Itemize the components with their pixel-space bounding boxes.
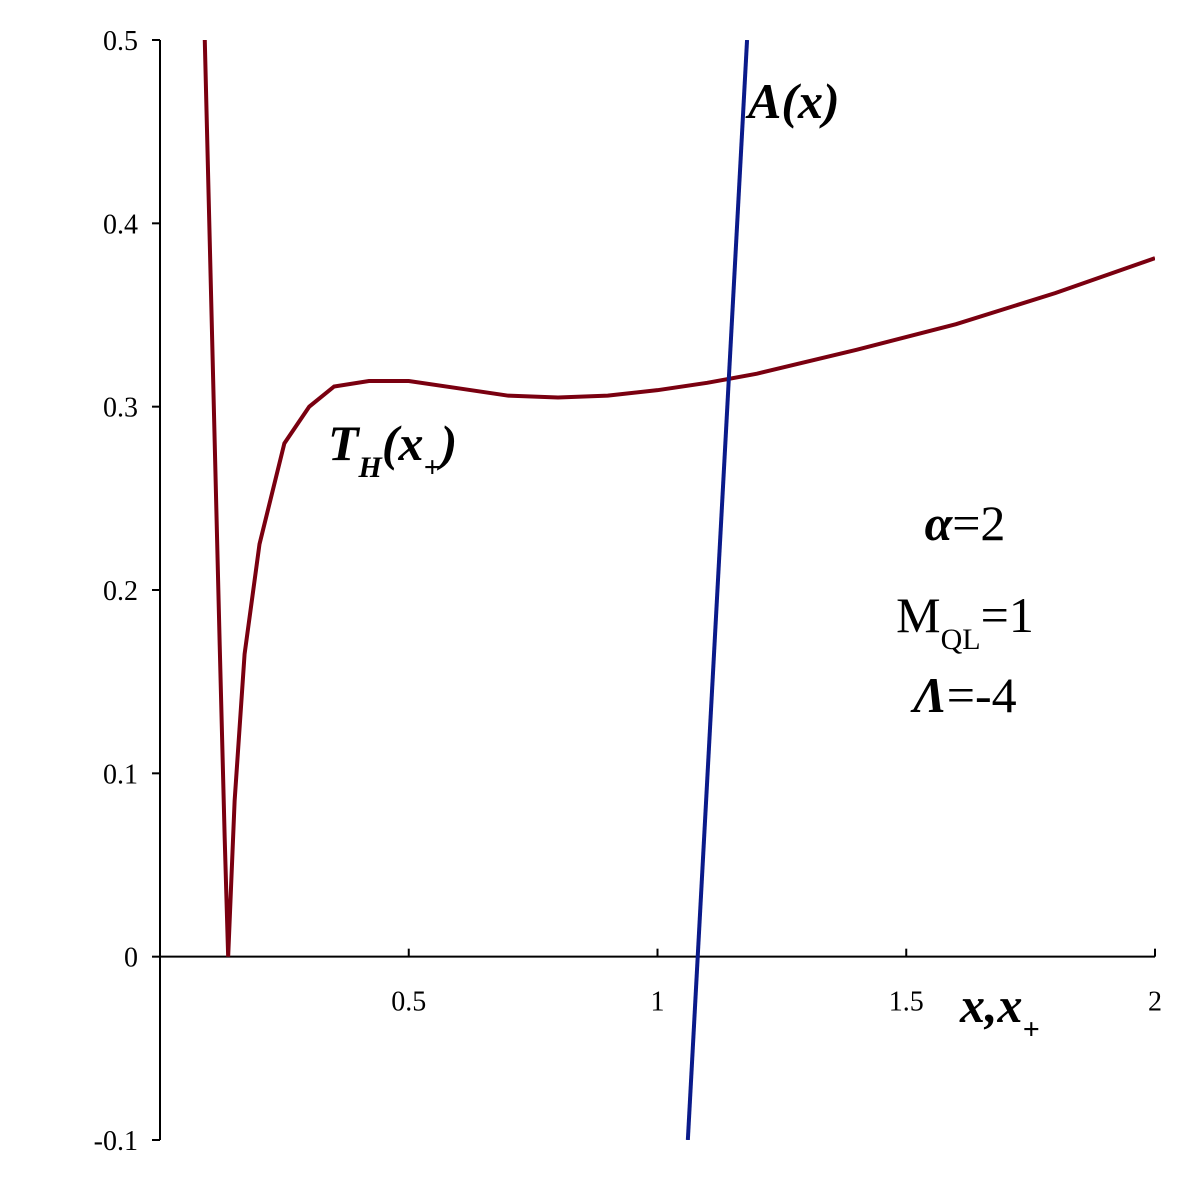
label-part: Λ xyxy=(910,667,946,723)
x-tick-label: 1.5 xyxy=(889,987,924,1018)
annotation: MQL=1 xyxy=(896,587,1034,656)
y-tick-label: 0 xyxy=(124,943,138,974)
y-tick-label: -0.1 xyxy=(94,1126,138,1157)
label-part: =-4 xyxy=(947,667,1017,723)
label-part: + xyxy=(424,451,441,484)
y-tick-label: 0.2 xyxy=(103,576,138,607)
x-axis-label: x,x+ xyxy=(959,977,1040,1046)
label-part: H xyxy=(358,451,384,484)
label-part: (x xyxy=(382,415,424,471)
y-tick-label: 0.1 xyxy=(103,759,138,790)
series-label: A(x) xyxy=(745,73,840,129)
x-tick-label: 2 xyxy=(1148,987,1162,1018)
label-part: M xyxy=(896,587,940,643)
label-part: α xyxy=(925,495,954,551)
label-part: =2 xyxy=(952,495,1005,551)
annotation: α=2 xyxy=(925,495,1006,551)
annotation: Λ=-4 xyxy=(910,667,1016,723)
label-part: QL xyxy=(941,623,981,656)
x-tick-label: 1 xyxy=(651,987,665,1018)
y-tick-label: 0.3 xyxy=(103,393,138,424)
y-tick-label: 0.4 xyxy=(103,209,138,240)
series-line xyxy=(685,40,750,1140)
series-label: TH(x+) xyxy=(328,415,457,484)
label-part: A(x) xyxy=(745,73,840,129)
label-part: x,x xyxy=(959,977,1023,1033)
label-part: + xyxy=(1023,1013,1040,1046)
y-tick-label: 0.5 xyxy=(103,26,138,57)
series-line xyxy=(202,40,1155,957)
label-part: =1 xyxy=(981,587,1034,643)
x-tick-label: 0.5 xyxy=(391,987,426,1018)
label-part: ) xyxy=(437,415,458,471)
label-part: T xyxy=(328,415,361,471)
